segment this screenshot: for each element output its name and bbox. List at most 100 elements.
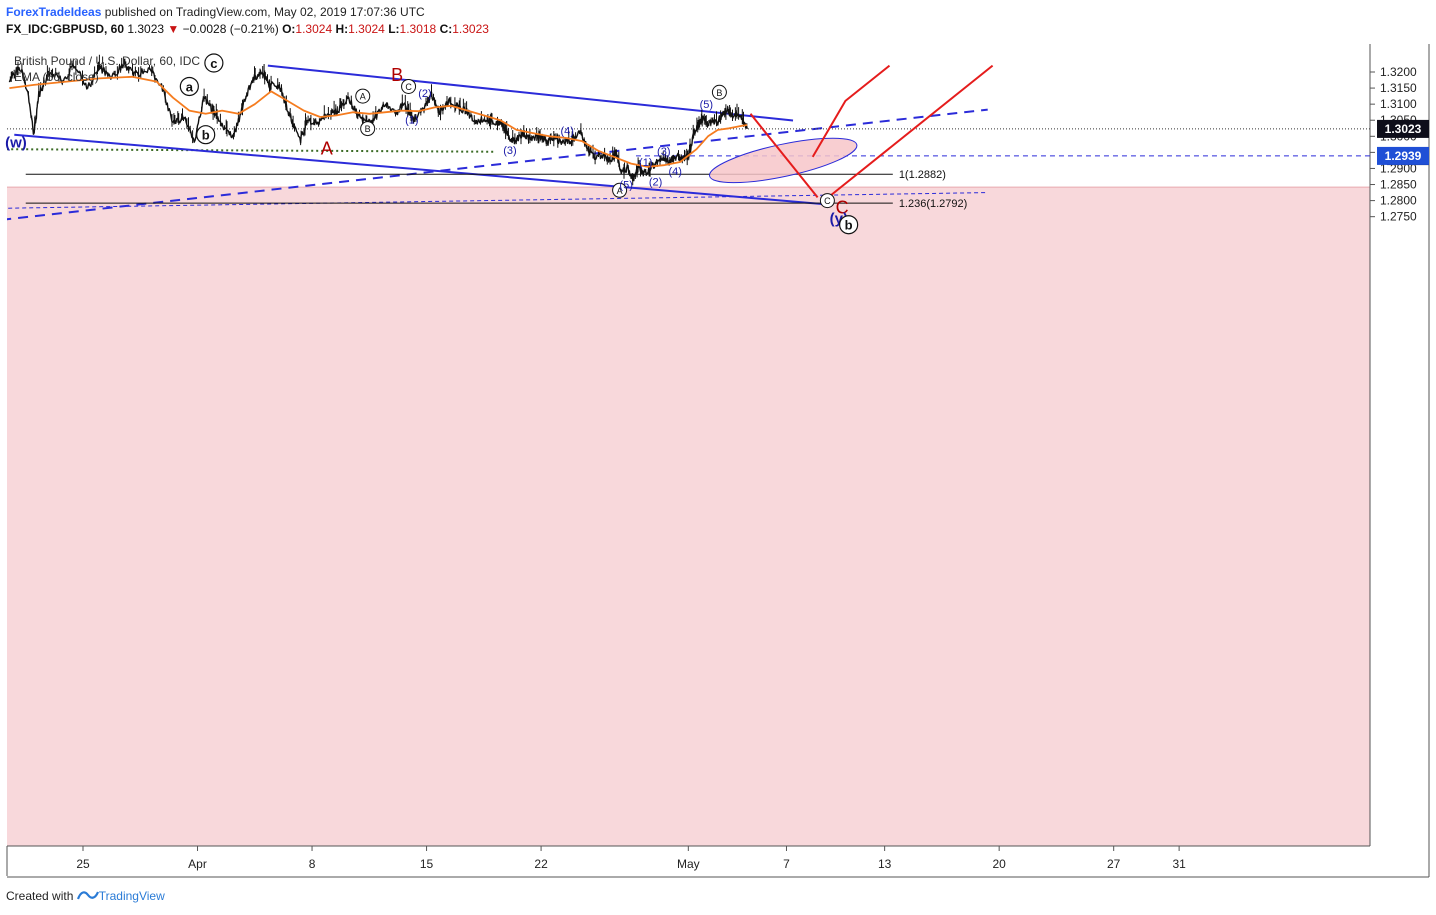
wave-label: (5) [619, 180, 632, 192]
wave-label: B [360, 121, 376, 137]
target-zone [7, 187, 1370, 846]
wave-label: (3) [503, 145, 516, 157]
wave-circle [204, 53, 224, 73]
frame-layer [6, 44, 1430, 878]
wave-circle [355, 88, 371, 104]
wave-label: B [391, 65, 403, 85]
tradingview-brand[interactable]: TradingView [98, 889, 165, 903]
wave-label-text: C [405, 82, 412, 92]
projection-up-line [826, 64, 994, 199]
wave-label: (2) [649, 177, 662, 189]
price-badge-text: 1.3023 [1385, 122, 1422, 136]
publish-line: ForexTradeIdeas published on TradingView… [6, 5, 425, 19]
price-badge-bg [1377, 119, 1429, 138]
y-tick-label: 1.2850 [1380, 178, 1417, 192]
wave-label: C [819, 193, 835, 209]
price-series [8, 61, 748, 182]
fib-level-label: 1(1.2882) [899, 169, 946, 181]
footer: Created with TradingView [6, 889, 165, 903]
wave-label-text: (4) [561, 126, 574, 138]
wave-label: (5) [700, 99, 713, 111]
tradingview-logo-icon [76, 891, 99, 900]
wave-circle [612, 182, 628, 198]
wave-label-layer: 1(1.2882)1.236(1.2792)(w) ABC(y)cabbABCBA… [5, 53, 968, 235]
x-tick-label: 22 [534, 857, 548, 871]
wave-circle [711, 84, 727, 100]
wave-label: (2) [418, 88, 431, 100]
drawing-layer [7, 64, 1370, 221]
ema-line [9, 75, 748, 168]
wave-label-text: C [824, 196, 831, 206]
wave-label-text: c [210, 56, 217, 71]
y-tick-label: 1.3150 [1380, 81, 1417, 95]
symbol-line: FX_IDC:GBPUSD, 60 1.3023 ▼ −0.0028 (−0.2… [6, 22, 489, 36]
wave-label-text: A [360, 92, 366, 102]
projection-alt-line [811, 64, 891, 158]
axis-layer: 1.32001.31501.31001.30501.30001.29501.29… [76, 65, 1429, 871]
low-label: L: [388, 22, 400, 36]
x-tick-label: 27 [1107, 857, 1121, 871]
target-zone-layer [7, 186, 1370, 846]
wave-label-text: a [186, 79, 194, 94]
close-label: C: [439, 22, 453, 36]
target-ellipse [709, 137, 858, 184]
wave-label-text: (1) [639, 157, 652, 169]
wave-circle [360, 121, 376, 137]
wave-label-text: (4) [669, 166, 682, 178]
created-with-label: Created with [6, 889, 74, 903]
wave-label: (1) [639, 157, 652, 169]
wave-label: (w) [5, 135, 27, 152]
price-badge-text: 1.2939 [1385, 149, 1422, 163]
channel-lower-line [14, 133, 831, 206]
price-badge: 1.2939 [1377, 146, 1429, 165]
y-tick-label: 1.2800 [1380, 194, 1417, 208]
wave-label: B [711, 84, 727, 100]
wave-label-text: (3) [657, 146, 670, 158]
wave-label: c [204, 53, 224, 73]
x-tick-label: 13 [878, 857, 892, 871]
price-change: −0.0028 (−0.21%) [182, 22, 279, 36]
chart-header: ForexTradeIdeas published on TradingView… [0, 0, 1436, 44]
author-name[interactable]: ForexTradeIdeas [6, 5, 102, 19]
dotted-support-line [7, 148, 494, 153]
x-tick-label: 25 [76, 857, 90, 871]
low-value: 1.3018 [399, 22, 437, 36]
symbol-label: FX_IDC:GBPUSD, 60 [6, 22, 125, 36]
wave-label: b [839, 215, 859, 235]
publish-info: published on TradingView.com, May 02, 20… [101, 5, 425, 19]
x-tick-label: 20 [992, 857, 1006, 871]
wave-label-text: B [365, 124, 371, 134]
wave-circle [401, 78, 417, 94]
wave-label: b [196, 125, 216, 145]
wave-label-text: C [836, 198, 849, 218]
dashed-trend-line [7, 108, 988, 221]
wave-label-text: (5) [619, 180, 632, 192]
wave-label: a [179, 76, 199, 97]
wave-label-text: A [321, 139, 333, 159]
x-tick-label: 31 [1172, 857, 1186, 871]
wave-label: (4) [561, 126, 574, 138]
wave-label-text: b [845, 218, 853, 233]
wave-circle [819, 193, 835, 209]
x-tick-label: 15 [420, 857, 434, 871]
close-value: 1.3023 [452, 22, 489, 36]
ema-legend[interactable]: EMA (50, close) [14, 70, 99, 84]
wave-label-text: (w) [5, 135, 27, 152]
x-tick-label: 8 [309, 857, 316, 871]
price-badge-bg [1377, 146, 1429, 165]
x-tick-label: May [677, 857, 700, 871]
open-value: 1.3024 [295, 22, 333, 36]
down-arrow-icon: ▼ [167, 22, 180, 36]
wave-label: (1) [405, 115, 418, 127]
wave-label-text: A [617, 186, 623, 196]
wave-label-text: (5) [700, 99, 713, 111]
wave-label: (3) [657, 146, 670, 158]
price-badge: 1.3023 [1377, 119, 1429, 138]
wave-label: A [612, 182, 628, 198]
fib-level-label: 1.236(1.2792) [899, 198, 968, 210]
price-layer [8, 54, 994, 199]
open-label: O: [282, 22, 296, 36]
series-legend[interactable]: British Pound / U.S. Dollar, 60, IDC [14, 54, 201, 68]
wave-label-text: B [391, 65, 403, 85]
